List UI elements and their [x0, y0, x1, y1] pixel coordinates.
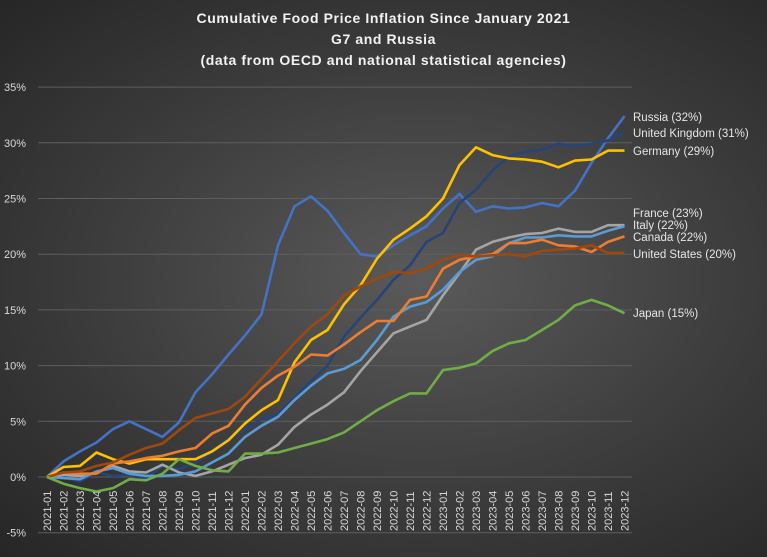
y-tick-label: -5%: [6, 528, 26, 540]
x-tick-label: 2021-12: [224, 491, 236, 531]
series-label: Russia (32%): [633, 112, 702, 124]
y-tick-label: 10%: [4, 361, 26, 373]
x-tick-label: 2023-01: [438, 491, 450, 531]
y-tick-label: 0%: [10, 472, 26, 484]
x-tick-label: 2021-11: [207, 491, 219, 531]
series-label: United States (20%): [633, 249, 736, 261]
x-tick-label: 2021-09: [174, 491, 186, 531]
x-tick-label: 2022-06: [323, 491, 335, 531]
series-label: Italy (22%): [633, 220, 688, 232]
x-tick-label: 2022-02: [257, 491, 269, 531]
series-label: United Kingdom (31%): [633, 128, 749, 140]
x-tick-label: 2021-02: [59, 491, 71, 531]
series-line: [46, 223, 625, 479]
x-tick-label: 2021-01: [42, 491, 54, 531]
x-tick-label: 2022-08: [356, 491, 368, 531]
x-tick-label: 2021-10: [191, 491, 203, 531]
y-tick-label: 35%: [4, 82, 26, 94]
x-tick-label: 2023-05: [504, 491, 516, 531]
series-line: [46, 235, 625, 479]
chart-subtitle-1: G7 and Russia: [330, 31, 437, 47]
x-tick-label: 2021-06: [125, 491, 137, 531]
y-tick-label: 20%: [4, 249, 26, 261]
series-line: [47, 131, 626, 483]
chart-subtitle-2: (data from OECD and national statistical…: [200, 52, 567, 68]
x-tick-label: 2022-09: [372, 491, 384, 531]
x-tick-label: 2022-07: [339, 491, 351, 531]
series-line: [46, 244, 625, 479]
y-tick-label: 25%: [4, 194, 26, 206]
series-line: [46, 298, 626, 493]
x-tick-label: 2023-07: [537, 491, 549, 531]
series-label: France (23%): [633, 208, 703, 220]
x-tick-label: 2022-10: [389, 491, 401, 531]
series-line: [46, 115, 626, 478]
x-tick-label: 2021-08: [158, 491, 170, 531]
x-tick-label: 2023-06: [521, 491, 533, 531]
x-tick-label: 2022-03: [273, 491, 285, 531]
x-tick-label: 2023-08: [554, 491, 566, 531]
x-tick-label: 2023-10: [587, 491, 599, 531]
x-tick-label: 2022-11: [405, 491, 417, 531]
series-label: Germany (29%): [633, 146, 714, 158]
x-tick-label: 2023-03: [471, 491, 483, 531]
series-line: [46, 225, 625, 481]
x-tick-label: 2021-03: [75, 491, 87, 531]
series-label: Japan (15%): [633, 308, 698, 320]
y-tick-label: 30%: [4, 138, 26, 150]
x-tick-label: 2023-09: [570, 491, 582, 531]
x-tick-label: 2022-01: [240, 491, 252, 531]
series-line: [46, 146, 625, 479]
x-tick-label: 2022-04: [290, 491, 302, 531]
x-tick-label: 2023-04: [488, 491, 500, 531]
x-tick-label: 2021-04: [92, 491, 104, 531]
x-tick-label: 2021-07: [141, 491, 153, 531]
y-tick-label: 15%: [4, 305, 26, 317]
x-tick-label: 2023-11: [603, 491, 615, 531]
x-tick-label: 2022-05: [306, 491, 318, 531]
x-tick-label: 2021-05: [108, 491, 120, 531]
series-label: Canada (22%): [633, 232, 707, 244]
x-tick-label: 2023-12: [620, 491, 632, 531]
x-tick-label: 2023-02: [455, 491, 467, 531]
y-tick-label: 5%: [10, 416, 26, 428]
x-tick-label: 2022-12: [422, 491, 434, 531]
chart-title: Cumulative Food Price Inflation Since Ja…: [196, 10, 571, 26]
